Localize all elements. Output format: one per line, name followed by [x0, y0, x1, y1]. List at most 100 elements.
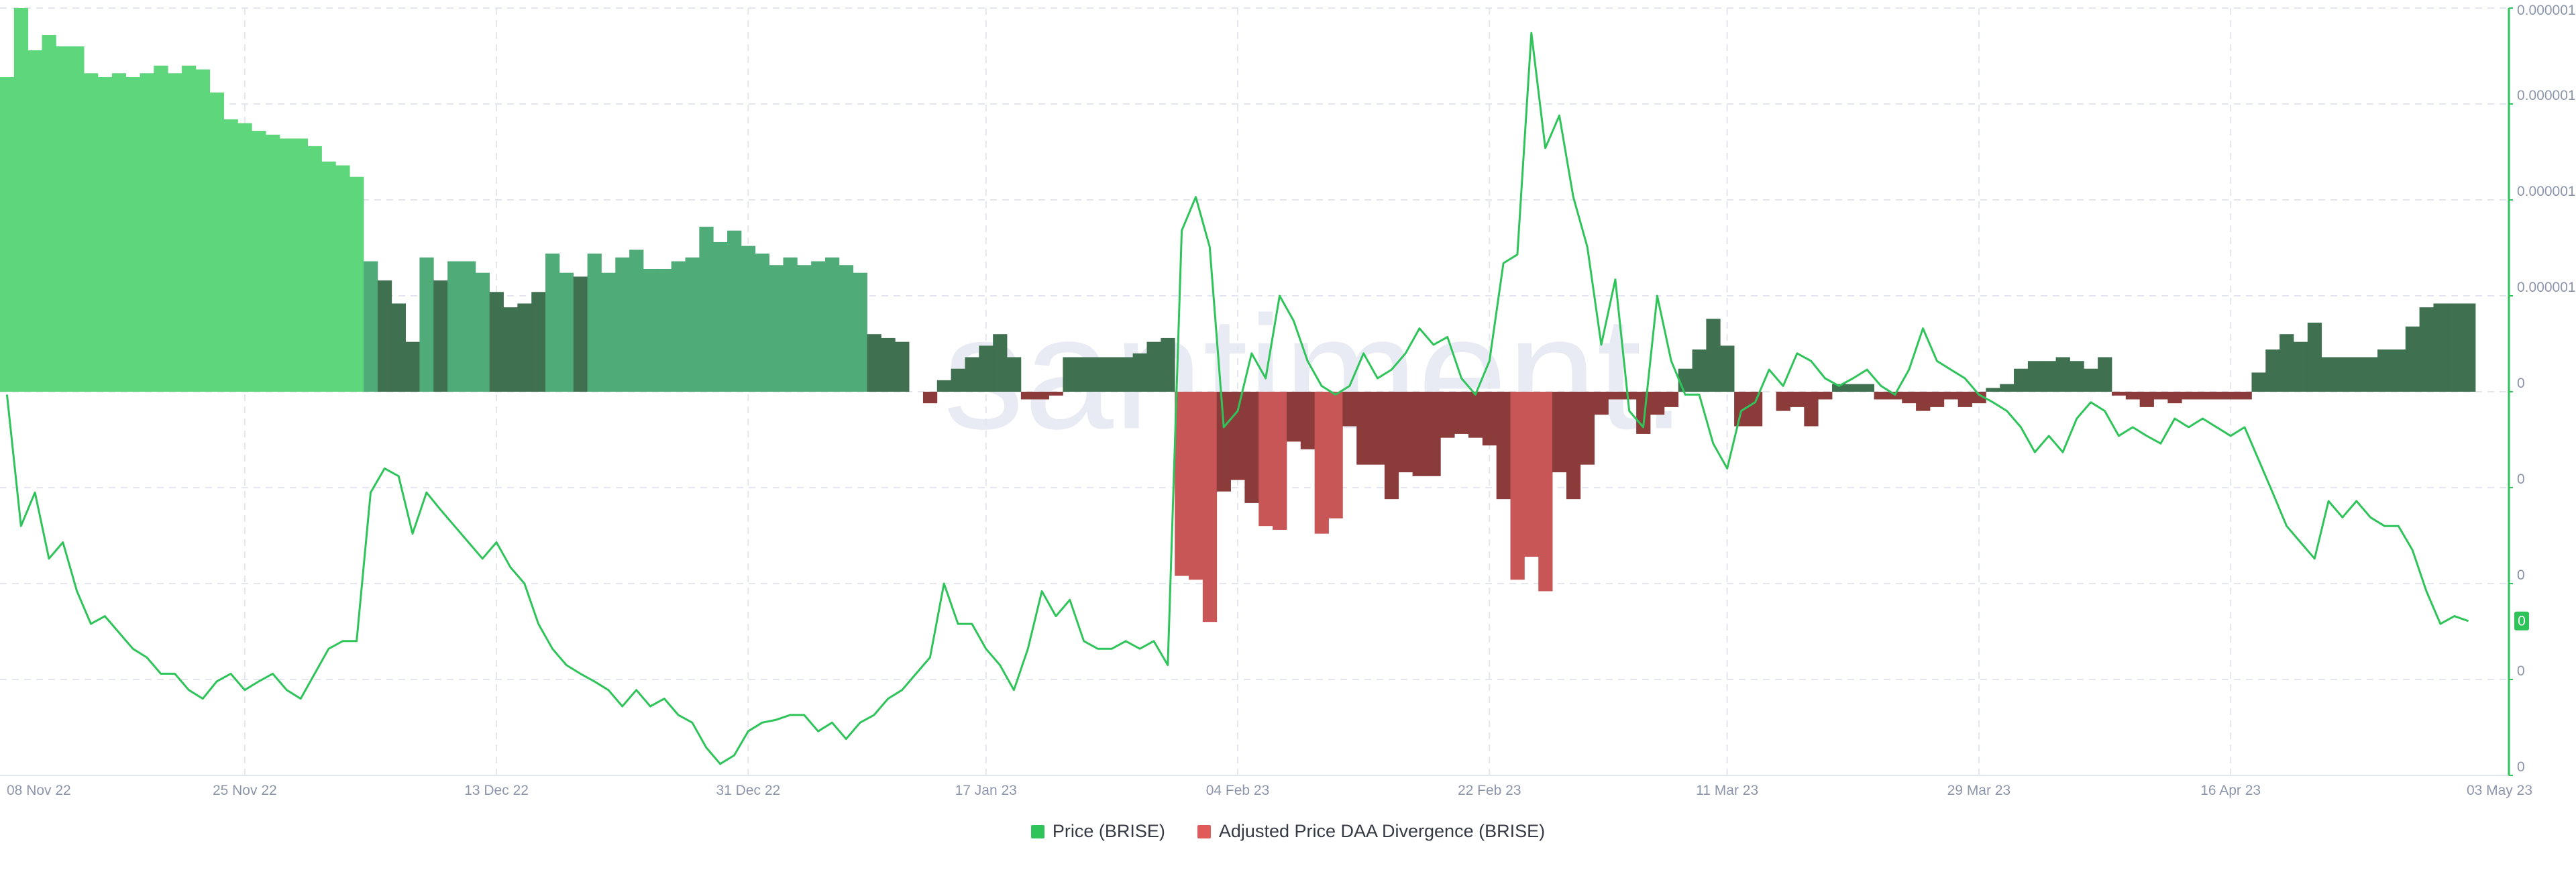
bar [1566, 392, 1581, 500]
bar [2041, 361, 2056, 392]
bar [993, 334, 1008, 392]
bar [1440, 392, 1455, 438]
bar [447, 261, 462, 392]
y-tick-label: 0.000001 [2517, 280, 2576, 295]
legend: Price (BRISE) Adjusted Price DAA Divergen… [0, 821, 2576, 842]
bar [1118, 357, 1134, 392]
x-tick-label: 25 Nov 22 [213, 783, 277, 798]
chart: santiment. 0.0000010.0000010.0000010.000… [0, 3, 2576, 798]
x-tick-label: 29 Mar 23 [1947, 783, 2011, 798]
bar [1986, 388, 2000, 392]
bar [0, 76, 15, 392]
bar [1594, 392, 1609, 415]
y-tick-label: 0 [2517, 472, 2525, 487]
bar [2335, 357, 2350, 392]
bar [1748, 392, 1763, 427]
y-tick-label: 0 [2517, 567, 2525, 583]
y-tick-label: 0.000001 [2517, 88, 2576, 103]
bar [1622, 392, 1637, 400]
bar [2363, 357, 2378, 392]
bar [266, 134, 280, 392]
bar [1776, 392, 1790, 411]
bar [307, 146, 322, 392]
bar [1804, 392, 1819, 427]
bar [461, 261, 476, 392]
bar [154, 65, 168, 392]
bar [1273, 392, 1287, 530]
bar [2251, 372, 2266, 392]
bar [1034, 392, 1049, 400]
bar [2279, 334, 2294, 392]
bar [727, 230, 742, 392]
bar [1510, 392, 1525, 580]
bar [1943, 392, 1959, 400]
bar [643, 268, 658, 392]
y-tick-label: 0.000001 [2517, 184, 2576, 199]
bar [2084, 368, 2098, 392]
y-tick-label: 0 [2517, 759, 2525, 775]
bar [1706, 319, 1721, 392]
bar [1300, 392, 1316, 449]
bar [2447, 303, 2462, 392]
bar [1426, 392, 1441, 476]
bar [2153, 392, 2168, 400]
bar [2223, 392, 2238, 400]
bar [475, 272, 490, 392]
bar [223, 119, 238, 392]
bar [1328, 392, 1343, 519]
bar [601, 272, 616, 392]
bar [517, 303, 532, 392]
bar [97, 76, 113, 392]
bar [545, 254, 560, 392]
bar [2461, 303, 2476, 392]
bar [1692, 349, 1707, 392]
bar [42, 35, 56, 392]
bar [1608, 392, 1623, 400]
bar [1049, 392, 1063, 396]
bar [839, 265, 854, 392]
bar [1650, 392, 1665, 415]
bar [769, 265, 784, 392]
bar [922, 392, 938, 404]
legend-swatch [1197, 824, 1211, 838]
bar [279, 138, 294, 392]
bar [1538, 392, 1553, 592]
bar [783, 257, 798, 392]
bar [70, 46, 85, 392]
x-tick-label: 31 Dec 22 [716, 783, 780, 798]
bar [2125, 392, 2141, 400]
bar [2000, 384, 2015, 392]
x-tick-label: 16 Apr 23 [2200, 783, 2261, 798]
bar [1202, 392, 1218, 622]
x-tick-label: 03 May 23 [2467, 783, 2532, 798]
bar [125, 76, 140, 392]
bar [2098, 357, 2112, 392]
bar [1230, 392, 1245, 480]
legend-label: Price (BRISE) [1052, 821, 1165, 841]
x-tick-label: 13 Dec 22 [464, 783, 529, 798]
bar [1972, 392, 1986, 404]
x-tick-label: 11 Mar 23 [1696, 783, 1758, 798]
bar [2237, 392, 2252, 400]
bar [2391, 349, 2406, 392]
bar [195, 69, 211, 392]
bar [1398, 392, 1413, 473]
bar [1734, 392, 1749, 427]
bar [1678, 368, 1693, 392]
bar [1189, 392, 1203, 580]
x-tick-label: 17 Jan 23 [955, 783, 1017, 798]
bar [391, 303, 406, 392]
price-line [5, 32, 2469, 765]
bar [1161, 337, 1175, 392]
bar [293, 138, 309, 392]
bar [405, 341, 420, 392]
bar [1175, 392, 1189, 576]
bar [1845, 384, 1861, 392]
bar [629, 250, 644, 392]
bar [2307, 323, 2322, 392]
bar [1860, 384, 1874, 392]
bar [1063, 357, 1077, 392]
bar [1146, 341, 1161, 392]
bar [2027, 361, 2043, 392]
